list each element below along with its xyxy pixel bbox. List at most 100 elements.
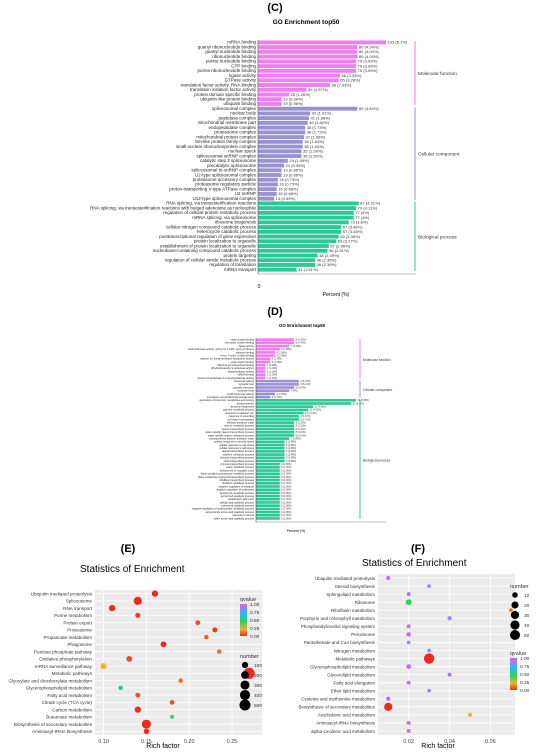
go-bar: [256, 418, 299, 421]
go-term-label: negative regulation of carbohydrate meta…: [192, 507, 255, 511]
go-bar: [256, 338, 295, 341]
go-bar: [258, 87, 307, 92]
pathway-label: Ribosome: [355, 600, 376, 605]
go-term-label: proteasome accessory complex: [193, 177, 257, 182]
go-bar-value: 19 (0.96%): [283, 101, 303, 106]
go-bar: [258, 59, 357, 64]
data-point: [126, 655, 133, 662]
go-term-label: proteasome regulatory particle: [195, 182, 256, 187]
go-bar: [256, 443, 285, 447]
go-bar-value: 8 (3.31%): [296, 432, 306, 434]
pathway-label: Glyoxylate and dicarboxylate metabolism: [9, 678, 93, 683]
size-legend-label: 50: [524, 633, 530, 639]
go-bar-value: 79 (4.11%): [358, 205, 378, 210]
go-term-label: ligase activity: [229, 73, 257, 78]
go-term-label: ubiquitin binding: [223, 101, 256, 106]
go-term-label: cellular lipid catabolic process: [220, 500, 255, 504]
go-bar: [258, 154, 302, 158]
go-term-label: catalytic step 2 spliceosome: [200, 158, 257, 163]
go-bar-value: 8 (3.31%): [296, 426, 306, 428]
x-tick-label: 0.20: [184, 739, 195, 745]
data-point: [204, 634, 209, 640]
go-bar: [256, 453, 285, 456]
go-term-label: negative regulation of transport: [218, 484, 254, 488]
go-bar: [258, 125, 306, 130]
size-legend-label: 300: [254, 683, 262, 689]
go-term-label: mRNA binding: [227, 40, 256, 45]
go-bar-value: 80 (4.04%): [359, 49, 379, 54]
go-bar-value: 11 (4.55%): [310, 410, 321, 412]
data-point: [509, 608, 513, 613]
go-bar-value: 41 (1.86%): [310, 115, 330, 120]
go-bar-value: 5 (2.06%): [281, 518, 291, 520]
x-tick-label: 0.25: [227, 739, 238, 745]
go-bar-value: 38 (1.73%): [307, 125, 327, 130]
color-legend-tick: 0.00: [520, 688, 530, 694]
data-point: [427, 584, 431, 588]
go-term-label: flavin-containing compound biosynthetic …: [198, 475, 255, 479]
go-term-label: regulation of cellular amide metabolic p…: [165, 257, 257, 262]
color-legend-tick: 0.50: [520, 672, 530, 678]
go-bar-value: 36 (1.64%): [304, 144, 324, 149]
go-bar-value: 3 (1.78%): [272, 362, 282, 364]
data-point: [178, 678, 183, 683]
go-bar: [256, 389, 290, 393]
go-bar-value: 19 (0.86%): [283, 172, 303, 177]
pathway-label: Steroid biosynthesis: [335, 584, 376, 589]
go-term-label: guanyl ribonucleotide binding: [198, 44, 257, 49]
pathway-label: Biosynthesis of secondary metabolites: [14, 722, 93, 727]
size-legend-title: number: [240, 654, 259, 660]
pathway-label: Metabolic pathways: [335, 656, 375, 661]
go-bar: [258, 206, 357, 211]
size-legend-label: 500: [254, 703, 262, 709]
go-term-label: purine ribonucleoside binding: [197, 68, 256, 73]
go-term-label: pigment metabolic process: [223, 408, 255, 412]
go-bar: [256, 357, 271, 361]
go-bar: [258, 135, 304, 140]
go-bar-value: 8 (4.57%): [296, 387, 306, 389]
go-bar: [256, 485, 280, 488]
go-bar-value: 2 (1.19%): [267, 371, 277, 373]
go-bar: [256, 440, 285, 444]
go-bar: [256, 459, 285, 463]
go-term-label: photosynthetic electron transport chain: [209, 436, 254, 440]
pathway-label: Phosphatidylinositol signaling system: [301, 624, 376, 629]
go-term-label: spliceosomal snRNP complex: [197, 153, 257, 158]
go-term-label: peptidase complex: [218, 115, 256, 120]
pathway-label: Propanoate metabolism: [43, 635, 92, 640]
pathway-label: Biosynthesis of secondary metabolites: [298, 705, 375, 710]
go-term-label: ribosome biogenesis: [230, 405, 254, 409]
go-term-label: protein localization to organelle: [194, 239, 257, 244]
go-term-label: proteasome complex: [214, 130, 257, 135]
pathway-label: Riboflavin metabolism: [331, 608, 375, 613]
go-bar: [256, 367, 266, 370]
go-bar: [258, 234, 339, 239]
go-bar: [256, 373, 266, 377]
go-bar-value: 4 (2.38%): [277, 355, 287, 357]
go-term-label: nuclear body: [230, 111, 257, 116]
go-term-label: establishment of protein localization to…: [160, 243, 257, 248]
go-bar-value: 8 (4.76%): [296, 339, 306, 341]
go-term-label: ubiquitin-like protein binding: [200, 97, 256, 102]
go-bar: [256, 370, 266, 373]
go-term-label: heterocycle catabolic process: [197, 229, 257, 234]
data-point: [427, 688, 431, 693]
size-legend-label: 400: [254, 693, 262, 699]
size-legend-dot: [239, 689, 251, 701]
go-bar-value: 4 (2.38%): [277, 352, 287, 354]
x-tick-label: 0.02: [403, 739, 414, 745]
go-bar: [258, 73, 341, 78]
go-bar: [258, 229, 342, 234]
go-bar: [256, 411, 304, 415]
data-point: [118, 685, 123, 691]
go-term-label: iron-sulfur cluster binding: [225, 341, 255, 345]
go-bar: [258, 40, 386, 45]
data-point: [135, 612, 141, 618]
go-term-label: spliceosomal tri-snRNP complex: [191, 168, 256, 173]
go-bar-value: 5 (2.06%): [281, 486, 291, 488]
go-term-label: ribosome biogenesis: [215, 220, 257, 225]
panel-zero-c: 0: [258, 284, 261, 290]
pathway-label: Ether lipid metabolism: [331, 689, 376, 694]
data-point: [216, 649, 222, 654]
go-bar-value: 7 (4.16%): [291, 346, 301, 348]
